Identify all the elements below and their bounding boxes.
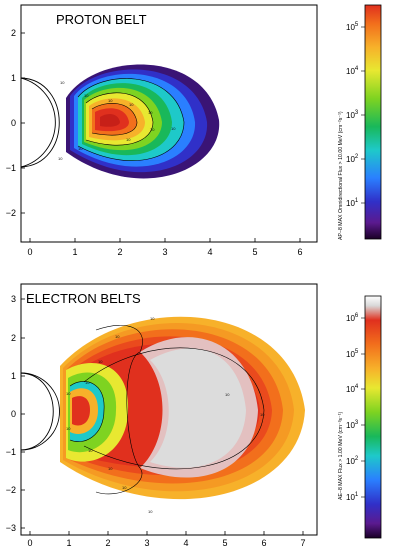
colorbar-tick-label: 104 bbox=[346, 384, 359, 394]
colorbar-tick-label: 105 bbox=[346, 22, 359, 32]
contour-label: 10 bbox=[58, 156, 63, 161]
panel-title: PROTON BELT bbox=[56, 12, 147, 27]
x-tick-label: 0 bbox=[27, 247, 32, 257]
earth-disk bbox=[21, 372, 60, 451]
colorbar-tick-label: 102 bbox=[346, 154, 359, 164]
proton-contour-outer bbox=[77, 78, 185, 161]
y-tick-label: 0 bbox=[11, 118, 16, 128]
contour-label: 10 bbox=[108, 466, 113, 471]
electron-outer-core-2 bbox=[150, 348, 246, 468]
earth-limb bbox=[21, 372, 54, 451]
panel-title: ELECTRON BELTS bbox=[26, 291, 141, 306]
electron-inner-belt-core bbox=[72, 396, 90, 426]
y-tick-label: 1 bbox=[11, 371, 16, 381]
electron-belts-panel: 10 10 10 10 10 10 10 10 10 10 10 10 ELEC… bbox=[6, 283, 382, 548]
contour-label: 10 bbox=[88, 448, 93, 453]
colorbar-gradient bbox=[364, 4, 382, 240]
earth-limb bbox=[21, 77, 60, 168]
y-tick-label: 3 bbox=[11, 294, 16, 304]
y-axis: 2 1 0 −1 −2 bbox=[6, 28, 25, 218]
y-tick-label: −1 bbox=[6, 447, 16, 457]
x-tick-label: 3 bbox=[144, 538, 149, 548]
x-tick-label: 4 bbox=[207, 247, 212, 257]
contour-label: 10 bbox=[60, 80, 65, 85]
contour-label: 10 bbox=[66, 391, 71, 396]
y-tick-label: 1 bbox=[11, 73, 16, 83]
x-tick-label: 4 bbox=[183, 538, 188, 548]
x-tick-label: 6 bbox=[261, 538, 266, 548]
colorbar-tick-label: 106 bbox=[346, 313, 359, 323]
y-tick-label: −3 bbox=[6, 523, 16, 533]
contour-label: 10 bbox=[78, 146, 83, 151]
electron-contour-outer bbox=[83, 347, 265, 470]
y-tick-label: 2 bbox=[11, 333, 16, 343]
contour-label: 10 bbox=[122, 485, 127, 490]
x-tick-label: 5 bbox=[252, 247, 257, 257]
colorbar-tick-label: 103 bbox=[346, 420, 359, 430]
x-tick-label: 3 bbox=[162, 247, 167, 257]
x-tick-label: 2 bbox=[105, 538, 110, 548]
x-tick-label: 6 bbox=[297, 247, 302, 257]
contour-label: 10 bbox=[225, 392, 230, 397]
proton-contour-mid bbox=[85, 92, 154, 146]
contour-label: 10 bbox=[115, 334, 120, 339]
colorbar-gradient bbox=[364, 295, 382, 539]
x-axis: 0 1 2 3 4 5 6 bbox=[27, 238, 303, 257]
x-axis: 0 1 2 3 4 5 6 7 bbox=[27, 531, 306, 548]
proton-frame bbox=[20, 4, 318, 243]
x-tick-label: 7 bbox=[300, 538, 305, 548]
x-tick-label: 0 bbox=[27, 538, 32, 548]
contour-label: 10 bbox=[85, 380, 90, 385]
proton-colorbar: 105 104 103 102 101 AP−8 MAX Omnidirecti… bbox=[338, 4, 382, 240]
y-tick-label: 2 bbox=[11, 28, 16, 38]
colorbar-tick-label: 105 bbox=[346, 349, 359, 359]
contour-label: 10 bbox=[171, 126, 176, 131]
contour-label: 10 bbox=[148, 509, 153, 514]
contour-label: 10 bbox=[148, 110, 153, 115]
y-tick-label: −2 bbox=[6, 208, 16, 218]
x-tick-label: 5 bbox=[222, 538, 227, 548]
colorbar-tick-label: 102 bbox=[346, 456, 359, 466]
y-axis: 3 2 1 0 −1 −2 −3 bbox=[6, 294, 25, 533]
contour-label: 10 bbox=[98, 359, 103, 364]
x-tick-label: 2 bbox=[117, 247, 122, 257]
contour-label: 10 bbox=[126, 137, 131, 142]
colorbar-tick-label: 104 bbox=[346, 66, 359, 76]
earth-disk bbox=[21, 77, 56, 168]
contour-label: 10 bbox=[84, 93, 89, 98]
proton-belt-panel: 10 10 10 10 10 10 10 10 10 10 PROTON BEL… bbox=[6, 4, 382, 257]
y-tick-label: −2 bbox=[6, 485, 16, 495]
y-tick-label: −1 bbox=[6, 163, 16, 173]
y-tick-label: 0 bbox=[11, 409, 16, 419]
contour-label: 10 bbox=[129, 102, 134, 107]
colorbar-tick-label: 101 bbox=[346, 492, 359, 502]
colorbar-tick-label: 101 bbox=[346, 198, 359, 208]
x-tick-label: 1 bbox=[72, 247, 77, 257]
contour-label: 10 bbox=[150, 316, 155, 321]
proton-core bbox=[100, 114, 120, 127]
electron-colorbar: 106 105 104 103 102 101 AE−8 MAX Flux > … bbox=[338, 295, 382, 539]
electron-frame bbox=[20, 283, 318, 536]
contour-label: 10 bbox=[150, 127, 155, 132]
contour-label: 10 bbox=[108, 98, 113, 103]
colorbar-tick-label: 103 bbox=[346, 110, 359, 120]
colorbar-label: AP−8 MAX Omnidirectional Flux > 10.00 Me… bbox=[338, 111, 344, 240]
electron-belts-map: 10 10 10 10 10 10 10 10 10 10 10 10 bbox=[21, 316, 305, 514]
x-tick-label: 1 bbox=[66, 538, 71, 548]
contour-label: 10 bbox=[260, 412, 265, 417]
proton-belt-map: 10 10 10 10 10 10 10 10 10 10 bbox=[21, 64, 220, 179]
electron-contour-horseshoe bbox=[95, 325, 143, 495]
contour-label: 10 bbox=[66, 426, 71, 431]
colorbar-label: AE−8 MAX Flux > 1.00 MeV (cm⁻²s⁻¹) bbox=[338, 412, 344, 500]
